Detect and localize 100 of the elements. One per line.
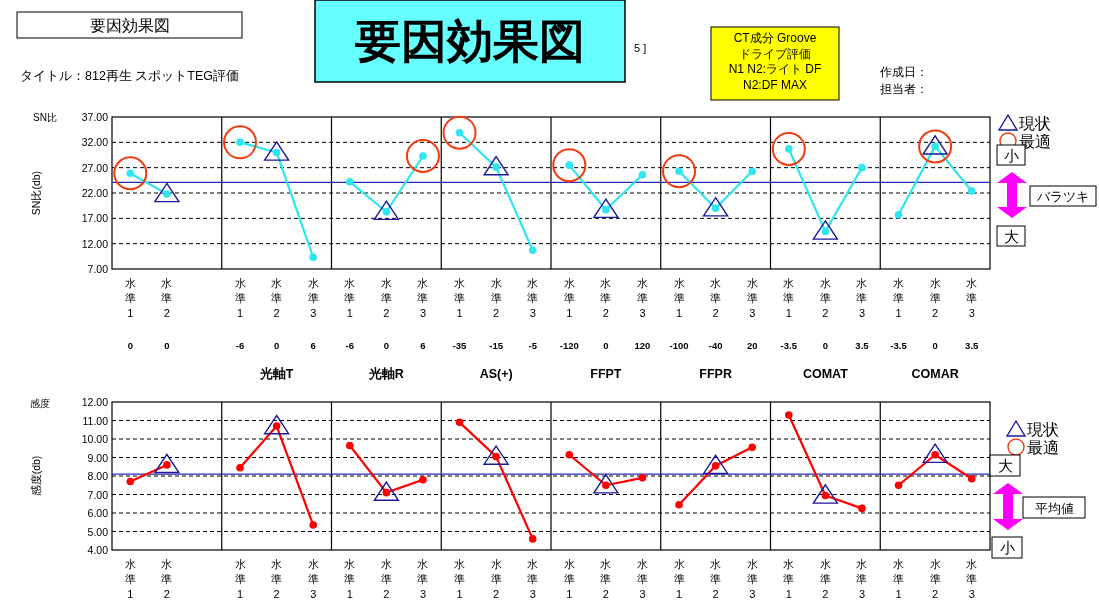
y-tick-label: 8.00 bbox=[87, 470, 109, 482]
point bbox=[593, 474, 619, 494]
text: SN比 bbox=[33, 112, 57, 123]
text: 20 bbox=[746, 340, 758, 351]
y-axis-title: SN比(db) bbox=[30, 170, 42, 216]
text: 光軸R bbox=[367, 367, 404, 381]
text: 3.5 bbox=[965, 340, 980, 351]
point bbox=[812, 220, 839, 240]
x-tick-label: 水準1 bbox=[893, 277, 905, 319]
x-tick-label: 水準1 bbox=[673, 277, 685, 319]
text: -3.5 bbox=[780, 340, 798, 351]
x-tick-label: 水準3 bbox=[527, 277, 539, 319]
x-tick-label: 水準1 bbox=[124, 558, 136, 600]
text: 小 bbox=[1003, 147, 1019, 164]
text: バラツキ bbox=[1036, 189, 1089, 204]
legend-label: 現状 bbox=[1027, 421, 1059, 438]
y-tick-label: 12.00 bbox=[81, 396, 109, 408]
y-tick-label: 10.00 bbox=[81, 433, 109, 445]
text: 作成日： bbox=[879, 65, 928, 79]
point bbox=[345, 178, 354, 186]
y-tick-label: 7.00 bbox=[87, 488, 109, 501]
x-tick-label: 水準2 bbox=[600, 558, 612, 600]
x-tick-label: 水準2 bbox=[819, 558, 831, 600]
point bbox=[442, 115, 477, 150]
legend-label: 現状 bbox=[1019, 115, 1051, 132]
text: 大 bbox=[1003, 228, 1019, 245]
text: 担当者： bbox=[880, 82, 928, 96]
y-tick-label: 22.00 bbox=[81, 187, 109, 199]
x-tick-label: 水準3 bbox=[527, 558, 539, 600]
text: 0 bbox=[164, 340, 170, 351]
text: 平均値 bbox=[1034, 501, 1074, 516]
text: -120 bbox=[559, 340, 579, 351]
point bbox=[154, 182, 180, 203]
text: -15 bbox=[489, 340, 504, 351]
x-tick-label: 水準2 bbox=[271, 558, 283, 600]
point bbox=[593, 198, 619, 219]
x-tick-label: 水準1 bbox=[234, 277, 246, 319]
point bbox=[638, 474, 647, 482]
y-tick-label: 27.00 bbox=[81, 161, 109, 174]
text: AS(+) bbox=[479, 367, 513, 381]
point bbox=[784, 411, 793, 419]
text: -35 bbox=[452, 340, 468, 351]
x-tick-label: 水準1 bbox=[893, 558, 905, 600]
point bbox=[771, 131, 806, 166]
x-tick-label: 水準2 bbox=[490, 277, 502, 319]
text: -3.5 bbox=[890, 340, 908, 351]
x-tick-label: 水準3 bbox=[966, 558, 978, 600]
x-tick-label: 水準3 bbox=[417, 558, 429, 600]
point bbox=[858, 504, 866, 513]
x-tick-label: 水準1 bbox=[563, 558, 575, 600]
text: -6 bbox=[345, 340, 355, 351]
text: 光軸T bbox=[258, 367, 294, 381]
text: FFPT bbox=[590, 367, 622, 381]
x-tick-label: 水準1 bbox=[563, 277, 575, 319]
point bbox=[483, 155, 509, 176]
x-tick-label: 水準3 bbox=[856, 558, 868, 600]
point bbox=[263, 141, 290, 161]
x-tick-label: 水準2 bbox=[929, 558, 941, 600]
point bbox=[967, 474, 976, 483]
text: 小 bbox=[999, 539, 1015, 556]
x-tick-label: 水準3 bbox=[307, 558, 319, 600]
point bbox=[552, 148, 587, 183]
point bbox=[345, 441, 354, 450]
point bbox=[918, 129, 953, 164]
point bbox=[223, 125, 258, 160]
point bbox=[373, 200, 400, 221]
x-tick-label: 水準3 bbox=[746, 277, 758, 319]
text: 大 bbox=[997, 457, 1013, 474]
text: 0 bbox=[603, 340, 609, 351]
point bbox=[894, 210, 903, 219]
point bbox=[419, 152, 427, 160]
point bbox=[702, 196, 729, 217]
point bbox=[675, 500, 683, 509]
y-tick-label: 17.00 bbox=[81, 212, 109, 225]
text: タイトル：812再生 スポットTEG評価 bbox=[20, 69, 240, 83]
point bbox=[126, 477, 135, 486]
point bbox=[263, 414, 290, 435]
x-tick-label: 水準3 bbox=[966, 277, 978, 319]
text: 0 bbox=[932, 340, 938, 351]
text: -5 bbox=[528, 340, 538, 351]
y-tick-label: 11.00 bbox=[82, 414, 109, 427]
text: COMAR bbox=[911, 367, 959, 381]
text: 要因効果図 bbox=[90, 17, 170, 34]
x-tick-label: 水準3 bbox=[636, 558, 648, 600]
x-tick-label: 水準3 bbox=[417, 277, 429, 319]
x-tick-label: 水準1 bbox=[234, 558, 246, 600]
point bbox=[528, 246, 537, 255]
text: 3.5 bbox=[855, 340, 870, 351]
text: 120 bbox=[634, 340, 651, 351]
y-tick-label: 12.00 bbox=[81, 237, 109, 250]
x-tick-label: 水準2 bbox=[819, 277, 831, 319]
chart-title: 要因効果図 bbox=[355, 15, 585, 67]
point bbox=[967, 187, 976, 195]
text: -40 bbox=[708, 340, 723, 351]
x-tick-label: 水準1 bbox=[124, 277, 136, 319]
x-tick-label: 水準2 bbox=[161, 277, 173, 319]
x-tick-label: 水準3 bbox=[856, 277, 868, 319]
y-tick-label: 4.00 bbox=[87, 544, 109, 556]
point bbox=[922, 443, 948, 464]
point bbox=[748, 443, 757, 452]
